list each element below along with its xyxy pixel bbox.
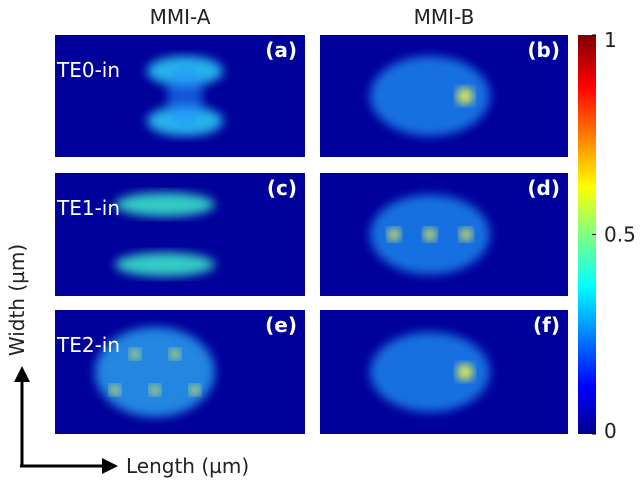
panel-label: (f) [533, 313, 560, 337]
panel-label: (c) [267, 176, 297, 200]
field [457, 364, 473, 380]
field [457, 88, 473, 104]
row-label: TE0-in [56, 58, 120, 82]
field [424, 229, 436, 241]
colorbar-tick-label: 1 [604, 28, 617, 52]
y-arrowhead [14, 366, 30, 382]
row-label: TE2-in [56, 333, 120, 357]
field [170, 349, 180, 359]
colorbar-tick-label: 0.5 [604, 223, 636, 247]
panel-label: (e) [265, 313, 297, 337]
field [110, 385, 120, 395]
field [388, 229, 400, 241]
field [167, 66, 203, 126]
colorbar-tick-label: 0 [604, 419, 617, 443]
field [190, 385, 200, 395]
field [115, 253, 215, 277]
figure: MMI-A MMI-B Width (µm) Length (µm) (a) (b… [0, 0, 644, 486]
x-axis-label: Length (µm) [126, 454, 249, 478]
field [130, 349, 140, 359]
y-axis-label: Width (µm) [5, 244, 29, 356]
field [460, 229, 472, 241]
panel-label: (a) [265, 38, 297, 62]
x-arrowhead [102, 458, 118, 474]
panel-label: (d) [527, 176, 560, 200]
column-title: MMI-B [414, 5, 475, 29]
field [150, 385, 160, 395]
panel-label: (b) [527, 38, 560, 62]
row-label: TE1-in [56, 196, 120, 220]
field [115, 193, 215, 217]
column-title: MMI-A [150, 5, 211, 29]
